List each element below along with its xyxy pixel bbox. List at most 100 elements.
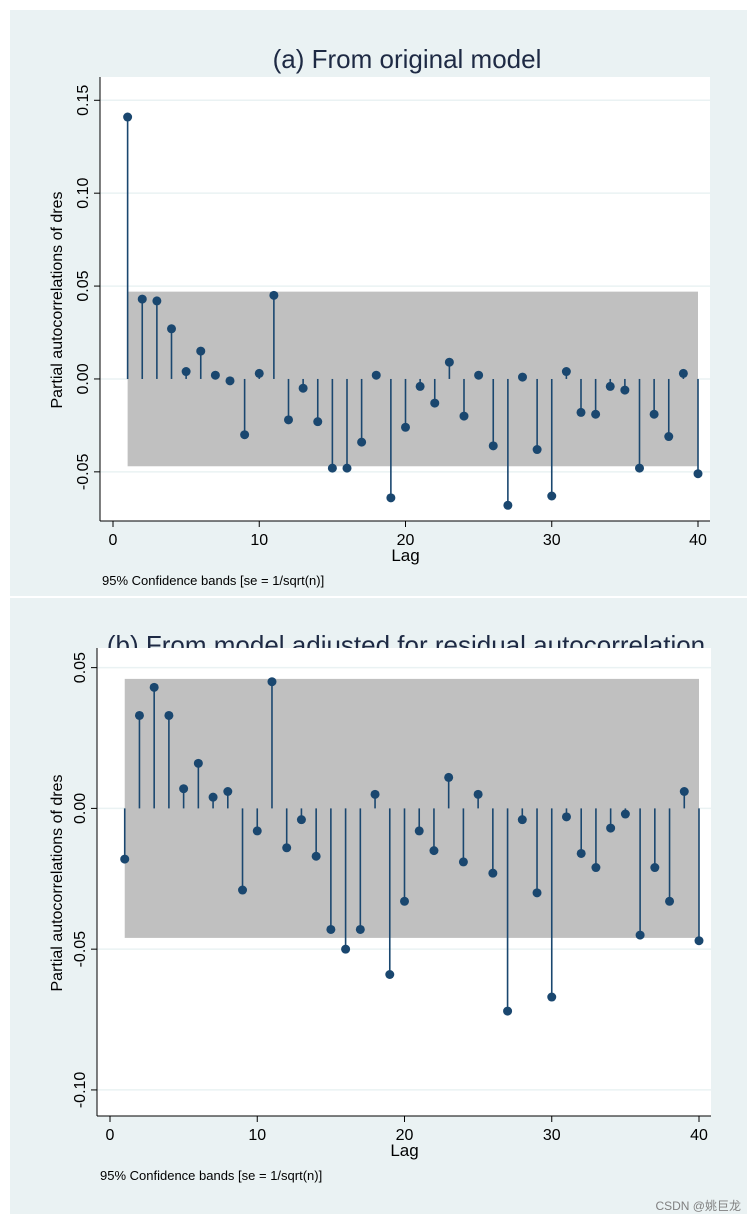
stem-marker	[635, 930, 645, 940]
y-tick-label: 0.00	[72, 793, 89, 824]
stem-marker	[474, 370, 484, 380]
stem-marker	[665, 896, 675, 906]
stem-marker	[576, 848, 586, 858]
stem-marker	[503, 1006, 513, 1016]
stem-marker	[298, 383, 308, 393]
stem-marker	[400, 896, 409, 906]
y-tick-label: 0.15	[75, 85, 92, 116]
y-tick-label: 0.05	[72, 652, 89, 683]
stem-marker	[678, 368, 688, 378]
stem-marker	[576, 407, 586, 417]
y-axis-label: Partial autocorrelations of dres	[49, 192, 66, 409]
pacf-chart-a: (a) From original model -0.05 0.00 0.05 0.10…	[49, 44, 710, 588]
stem-marker	[415, 381, 425, 391]
stem-marker	[193, 758, 203, 768]
confidence-note: 95% Confidence bands [se = 1/sqrt(n)]	[102, 573, 324, 588]
y-tick-label: -0.05	[72, 931, 89, 968]
y-tick-label: -0.10	[72, 1072, 89, 1109]
stem-marker	[459, 411, 469, 421]
stem-marker	[605, 381, 615, 391]
pacf-chart-b: (b) From model adjusted for residual aut…	[49, 630, 711, 1183]
x-tick-label: 10	[250, 532, 268, 549]
stem-marker	[606, 823, 616, 833]
x-tick-label: 0	[109, 532, 118, 549]
stem-marker	[240, 430, 250, 440]
confidence-band	[127, 291, 698, 467]
stem-marker	[430, 398, 440, 408]
stem-marker	[488, 868, 498, 878]
x-tick-label: 20	[397, 532, 415, 549]
stem-marker	[547, 491, 557, 501]
stem-marker	[518, 372, 527, 382]
stem-marker	[488, 441, 498, 451]
stem-marker	[164, 710, 174, 720]
stem-marker	[429, 846, 439, 856]
stem-marker	[167, 324, 176, 334]
x-axis-label: Lag	[390, 1141, 418, 1160]
x-axis-label: Lag	[391, 546, 419, 565]
stem-marker	[620, 809, 630, 819]
stem-marker	[284, 415, 293, 425]
stem-marker	[357, 437, 367, 447]
stem-marker	[225, 376, 235, 386]
stem-marker	[341, 944, 351, 954]
stem-marker	[517, 815, 527, 825]
x-tick-label: 30	[543, 532, 561, 549]
stem-marker	[385, 969, 395, 979]
stem-marker	[473, 789, 483, 799]
stem-marker	[371, 370, 381, 380]
x-tick-label: 20	[396, 1127, 414, 1144]
stem-marker	[561, 812, 571, 822]
confidence-band	[124, 678, 700, 938]
stem-marker	[313, 417, 323, 427]
stem-marker	[591, 863, 601, 873]
stem-marker	[196, 346, 206, 356]
stem-marker	[311, 851, 321, 861]
stem-marker	[561, 367, 571, 377]
stem-marker	[664, 432, 674, 442]
x-tick-label: 40	[689, 532, 707, 549]
stem-marker	[444, 772, 454, 782]
stem-marker	[210, 370, 220, 380]
y-axis-label: Partial autocorrelations of dres	[49, 775, 66, 992]
stem-marker	[267, 677, 277, 687]
stem-marker	[254, 368, 264, 378]
stem-marker	[355, 924, 365, 934]
stem-marker	[591, 409, 601, 419]
stem-marker	[649, 409, 659, 419]
stem-marker	[342, 463, 352, 473]
stem-marker	[252, 826, 262, 836]
stem-marker	[694, 936, 704, 946]
x-tick-label: 30	[543, 1127, 561, 1144]
stem-marker	[326, 924, 336, 934]
stem-marker	[120, 854, 130, 864]
x-tick-label: 10	[248, 1127, 266, 1144]
stem-marker	[208, 792, 218, 802]
stem-marker	[532, 445, 542, 455]
stem-marker	[401, 422, 410, 432]
stem-marker	[137, 294, 147, 304]
stem-marker	[620, 385, 630, 395]
stem-marker	[179, 784, 189, 794]
stem-marker	[123, 112, 133, 122]
stem-marker	[386, 493, 396, 503]
stem-marker	[223, 787, 233, 797]
stem-marker	[693, 469, 703, 479]
y-tick-label: 0.05	[75, 270, 92, 301]
y-tick-label: 0.00	[75, 363, 92, 394]
confidence-note: 95% Confidence bands [se = 1/sqrt(n)]	[100, 1168, 322, 1183]
stem-marker	[679, 787, 689, 797]
stem-marker	[444, 357, 454, 367]
stem-marker	[370, 789, 380, 799]
watermark: CSDN @姚巨龙	[655, 1199, 741, 1213]
stem-marker	[282, 843, 292, 853]
stem-marker	[296, 815, 306, 825]
chart-title: (a) From original model	[273, 44, 542, 74]
chart-panel-a: (a) From original model -0.05 0.00 0.05 0.10…	[10, 10, 747, 596]
stem-marker	[532, 888, 542, 898]
stem-marker	[650, 863, 660, 873]
stem-marker	[181, 367, 191, 377]
stem-marker	[269, 290, 279, 300]
stem-marker	[149, 682, 159, 692]
y-tick-label: -0.05	[75, 454, 92, 491]
